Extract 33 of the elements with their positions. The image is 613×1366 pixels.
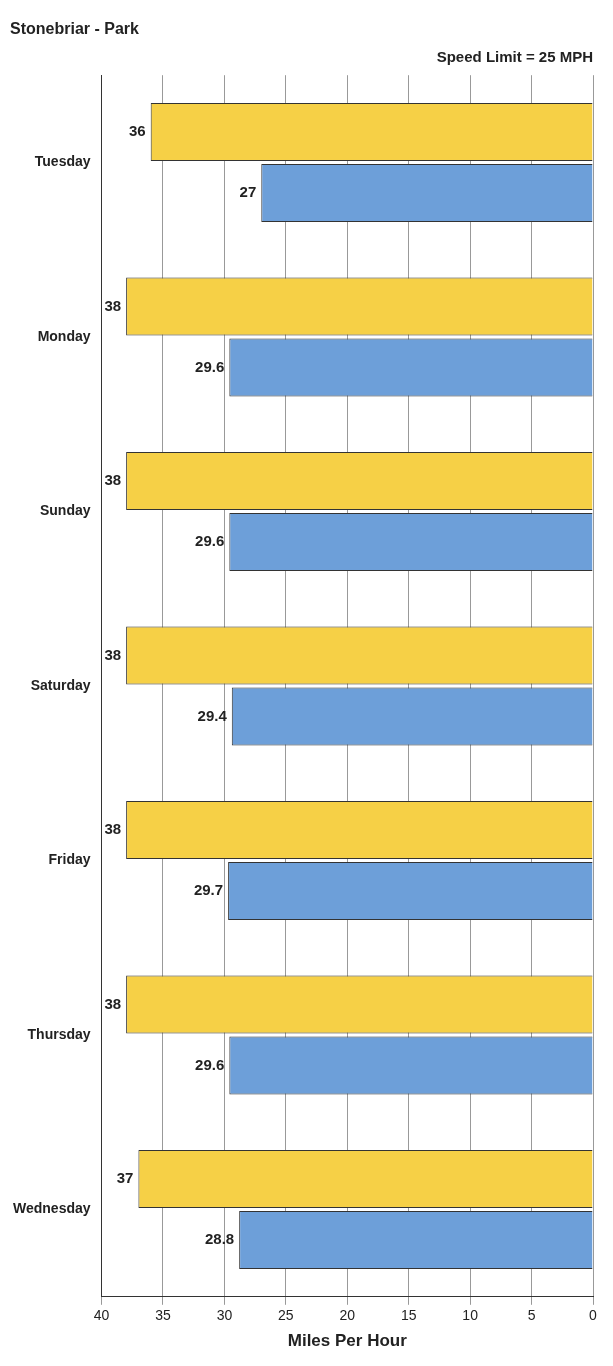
data-label: 37: [116, 1169, 134, 1187]
y-tick-label: Monday: [37, 327, 91, 344]
data-label: 29.6: [195, 1055, 225, 1073]
data-label: 38: [104, 645, 122, 663]
data-label: 29.6: [195, 532, 225, 550]
x-axis-title: Miles Per Hour: [287, 1331, 408, 1351]
x-tick-label: 10: [462, 1307, 479, 1324]
y-tick-label: Sunday: [39, 502, 91, 519]
data-label: 27: [239, 183, 257, 201]
x-tick-label: 20: [339, 1307, 356, 1324]
data-label: 38: [104, 296, 122, 314]
data-label: 38: [104, 994, 122, 1012]
data-label: 38: [104, 820, 122, 838]
x-tick-label: 25: [278, 1307, 294, 1324]
data-label: 38: [104, 471, 122, 489]
y-tick-label: Saturday: [30, 676, 91, 693]
x-tick-label: 30: [216, 1307, 233, 1324]
data-label: 36: [129, 122, 146, 140]
x-tick-label: 40: [93, 1307, 110, 1324]
y-tick-label: Thursday: [27, 1025, 91, 1042]
data-label: 28.8: [204, 1230, 235, 1248]
x-tick-label: 15: [400, 1307, 417, 1324]
x-tick-label: 5: [527, 1307, 536, 1324]
x-tick-label: 35: [155, 1307, 171, 1324]
data-label: 29.4: [197, 706, 228, 724]
y-tick-label: Wednesday: [13, 1200, 91, 1217]
data-label: 29.6: [195, 357, 225, 375]
y-tick-label: Tuesday: [34, 153, 91, 170]
chart-title: Stonebriar - Park: [10, 20, 140, 38]
y-tick-label: Friday: [48, 851, 91, 868]
data-label: 29.7: [193, 881, 224, 899]
text: Speed Limit = 25 MPH: [436, 48, 593, 66]
x-tick-label: 0: [589, 1307, 598, 1324]
